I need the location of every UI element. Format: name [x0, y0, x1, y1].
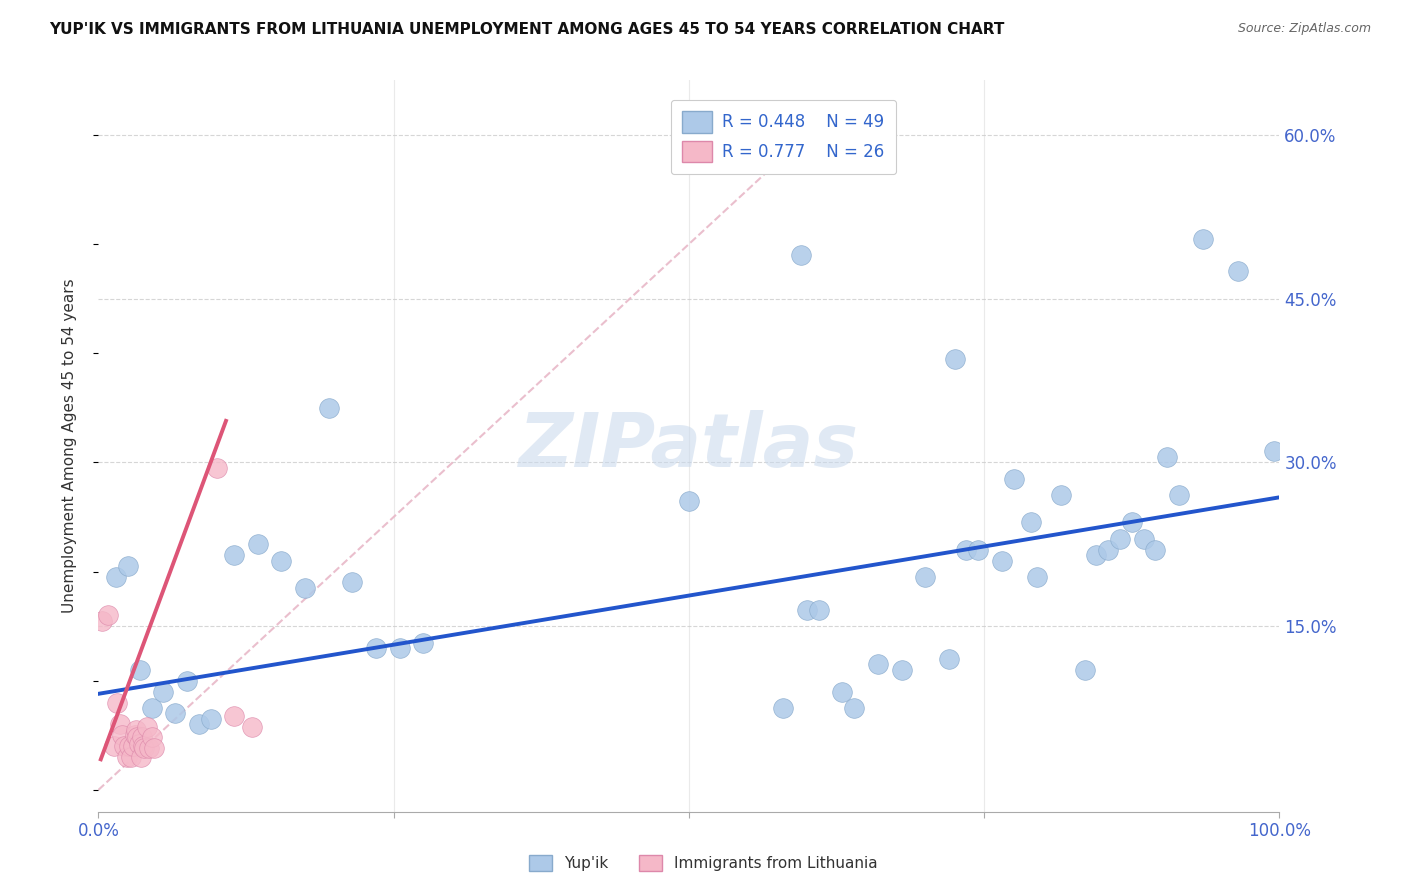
Point: [135, 720, 157, 734]
Point: [105, 696, 128, 710]
Point: [1191, 231, 1213, 245]
Point: [1144, 542, 1167, 557]
Point: [124, 728, 146, 742]
Text: Source: ZipAtlas.com: Source: ZipAtlas.com: [1237, 22, 1371, 36]
Text: ZIPatlas: ZIPatlas: [519, 409, 859, 483]
Point: [790, 248, 813, 262]
Point: [412, 635, 434, 649]
Point: [176, 673, 198, 688]
Point: [1097, 542, 1119, 557]
Point: [105, 570, 128, 584]
Point: [1085, 548, 1108, 562]
Point: [1026, 570, 1049, 584]
Legend: Yup'ik, Immigrants from Lithuania: Yup'ik, Immigrants from Lithuania: [523, 849, 883, 877]
Point: [1227, 264, 1250, 278]
Point: [1156, 450, 1178, 464]
Point: [1021, 516, 1043, 530]
Point: [866, 657, 889, 672]
Point: [1168, 488, 1191, 502]
Point: [97, 608, 120, 623]
Point: [772, 701, 794, 715]
Point: [91, 614, 114, 628]
Point: [955, 542, 977, 557]
Point: [807, 603, 830, 617]
Point: [141, 701, 163, 715]
Point: [141, 731, 163, 745]
Point: [200, 712, 222, 726]
Point: [796, 603, 818, 617]
Point: [1002, 472, 1025, 486]
Legend: R = 0.448    N = 49, R = 0.777    N = 26: R = 0.448 N = 49, R = 0.777 N = 26: [671, 100, 896, 174]
Point: [1073, 663, 1095, 677]
Point: [152, 684, 174, 698]
Point: [128, 663, 150, 677]
Point: [342, 575, 364, 590]
Point: [115, 750, 138, 764]
Point: [111, 728, 134, 742]
Point: [1109, 532, 1132, 546]
Point: [831, 684, 853, 698]
Point: [318, 401, 340, 415]
Point: [1132, 532, 1154, 546]
Point: [205, 460, 228, 475]
Point: [108, 717, 131, 731]
Point: [844, 701, 866, 715]
Y-axis label: Unemployment Among Ages 45 to 54 years: Unemployment Among Ages 45 to 54 years: [62, 278, 77, 614]
Point: [118, 739, 141, 754]
Point: [967, 542, 990, 557]
Point: [388, 640, 411, 655]
Point: [165, 706, 187, 721]
Point: [187, 717, 209, 731]
Point: [294, 581, 316, 595]
Point: [132, 739, 155, 754]
Point: [134, 741, 156, 756]
Point: [125, 723, 148, 737]
Point: [1263, 444, 1285, 458]
Point: [103, 739, 125, 754]
Point: [224, 708, 246, 723]
Point: [938, 652, 960, 666]
Point: [129, 750, 152, 764]
Point: [131, 731, 153, 745]
Point: [890, 663, 912, 677]
Point: [112, 739, 135, 754]
Point: [914, 570, 936, 584]
Point: [128, 737, 150, 751]
Text: YUP'IK VS IMMIGRANTS FROM LITHUANIA UNEMPLOYMENT AMONG AGES 45 TO 54 YEARS CORRE: YUP'IK VS IMMIGRANTS FROM LITHUANIA UNEM…: [49, 22, 1004, 37]
Point: [991, 554, 1014, 568]
Point: [270, 554, 292, 568]
Point: [121, 750, 143, 764]
Point: [127, 731, 149, 745]
Point: [943, 351, 966, 366]
Point: [1050, 488, 1073, 502]
Point: [224, 548, 246, 562]
Point: [240, 720, 263, 734]
Point: [142, 741, 165, 756]
Point: [1121, 516, 1143, 530]
Point: [364, 640, 387, 655]
Point: [121, 739, 143, 754]
Point: [117, 559, 139, 574]
Point: [138, 741, 160, 756]
Point: [678, 493, 700, 508]
Point: [246, 537, 269, 551]
